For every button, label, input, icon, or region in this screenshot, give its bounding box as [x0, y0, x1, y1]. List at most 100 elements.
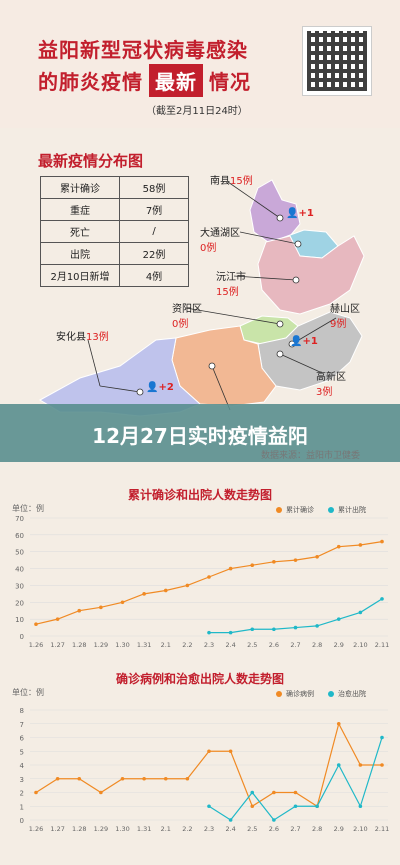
header-title-pre: 的肺炎疫情: [38, 70, 143, 94]
stats-row: 出院 22例: [40, 242, 189, 265]
x-tick-label: 2.8: [312, 825, 322, 833]
chart1-legend: 累计确诊 累计出院: [276, 505, 366, 515]
data-point: [34, 622, 38, 626]
legend-dot-icon: [328, 507, 334, 513]
qr-code-icon: [302, 26, 372, 96]
y-tick-label: 70: [15, 515, 24, 523]
data-point: [228, 818, 233, 822]
x-tick-label: 2.3: [204, 825, 214, 833]
y-tick-label: 40: [15, 566, 24, 574]
data-point: [163, 776, 168, 781]
y-tick-label: 0: [20, 633, 24, 641]
x-tick-label: 1.27: [50, 641, 64, 648]
series-line: [35, 541, 383, 625]
data-point: [120, 600, 125, 605]
x-tick-label: 2.7: [290, 825, 300, 833]
x-tick-label: 1.29: [94, 641, 108, 648]
x-tick-label: 2.11: [375, 641, 389, 648]
x-tick-label: 1.28: [72, 825, 86, 833]
chart2-title: 确诊病例和治愈出院人数走势图: [115, 672, 284, 686]
x-tick-label: 1.27: [50, 825, 64, 833]
data-point: [55, 617, 60, 621]
chart1-title: 累计确诊和出院人数走势图: [127, 488, 272, 502]
data-point: [315, 624, 319, 628]
x-tick-label: 1.26: [29, 641, 43, 648]
x-tick-label: 2.4: [225, 641, 235, 648]
data-point: [77, 776, 82, 781]
data-point: [250, 790, 255, 795]
y-tick-label: 1: [20, 803, 24, 811]
data-point: [293, 804, 298, 809]
data-point: [358, 804, 363, 809]
x-tick-label: 2.6: [269, 641, 279, 648]
new-case-badge: 👤+1: [286, 208, 314, 219]
stats-row: 死亡 /: [40, 220, 189, 243]
y-tick-label: 2: [20, 790, 24, 798]
chart1-svg: 0 10 20 30 40 50 60 70 1.26 1.27 1.28 1.29 1.30 1.31 2…: [15, 515, 389, 648]
data-point: [358, 543, 363, 547]
x-tick-label: 2.2: [182, 641, 192, 648]
data-point: [272, 790, 276, 795]
x-tick-label: 2.1: [161, 641, 171, 648]
x-tick-label: 2.9: [334, 641, 344, 648]
data-point: [185, 583, 190, 588]
data-point: [272, 560, 276, 564]
data-point: [228, 566, 233, 571]
title-banner: 12月27日实时疫情益阳: [0, 404, 400, 462]
map-source: 数据来源：益阳市卫健委: [260, 451, 360, 461]
x-tick-label: 2.6: [269, 825, 279, 833]
y-tick-label: 10: [15, 616, 24, 624]
region-label: 赫山区 9例: [330, 304, 360, 330]
new-case-badge: 👤+2: [146, 382, 174, 393]
y-tick-label: 3: [20, 776, 24, 784]
region-nanxian: [249, 179, 301, 243]
data-point: [380, 735, 384, 740]
x-tick-label: 1.29: [94, 825, 108, 833]
region-label: 大通湖区 0例: [200, 228, 240, 254]
data-point: [272, 627, 276, 632]
new-case-badge: 👤+1: [290, 336, 318, 347]
data-point: [250, 563, 255, 567]
x-tick-label: 2.8: [312, 641, 322, 648]
data-point: [336, 544, 341, 549]
data-point: [120, 776, 125, 781]
banner-text: 12月27日实时疫情益阳: [92, 424, 308, 448]
data-point: [336, 721, 341, 726]
y-tick-label: 7: [20, 721, 24, 729]
chart2-legend-1: 治愈出院: [338, 690, 366, 698]
data-point: [336, 617, 341, 621]
data-point: [99, 605, 103, 610]
map-section: 最新疫情分布图 累计确诊 58例 重症 7例 死亡 / 出院 22例 2月10日新增 4例: [0, 140, 400, 440]
region-yuanjiang: [257, 235, 365, 315]
data-point: [207, 575, 211, 579]
region-label: 沅江市 15例: [216, 272, 246, 298]
data-point: [250, 627, 255, 632]
data-point: [142, 776, 146, 781]
legend-dot-icon: [328, 691, 334, 697]
chart2-legend-0: 确诊病例: [286, 690, 314, 698]
data-point: [315, 804, 319, 809]
data-point: [77, 608, 82, 613]
legend-dot-icon: [276, 507, 282, 513]
stats-value: 4例: [119, 264, 189, 287]
x-tick-label: 1.26: [29, 825, 43, 833]
data-point: [250, 804, 255, 809]
header: 益阳新型冠状病毒感染 的肺炎疫情 最新 情况 （截至2月11日24时）: [0, 0, 400, 128]
x-tick-label: 2.10: [353, 641, 367, 648]
x-tick-label: 2.2: [182, 825, 192, 833]
x-tick-label: 1.30: [115, 825, 129, 833]
data-point: [272, 818, 276, 822]
x-tick-label: 2.1: [161, 825, 171, 833]
data-point: [55, 776, 60, 781]
y-tick-label: 50: [15, 549, 24, 557]
y-tick-label: 30: [15, 582, 24, 590]
header-date-note: （截至2月11日24时）: [146, 106, 248, 117]
data-point: [207, 630, 211, 635]
y-tick-label: 5: [20, 748, 24, 756]
data-point: [336, 763, 341, 767]
region-label: 高新区 3例: [316, 372, 346, 398]
chart1-legend-0: 累计确诊: [286, 506, 314, 514]
data-point: [358, 610, 363, 615]
y-tick-label: 4: [20, 762, 25, 770]
